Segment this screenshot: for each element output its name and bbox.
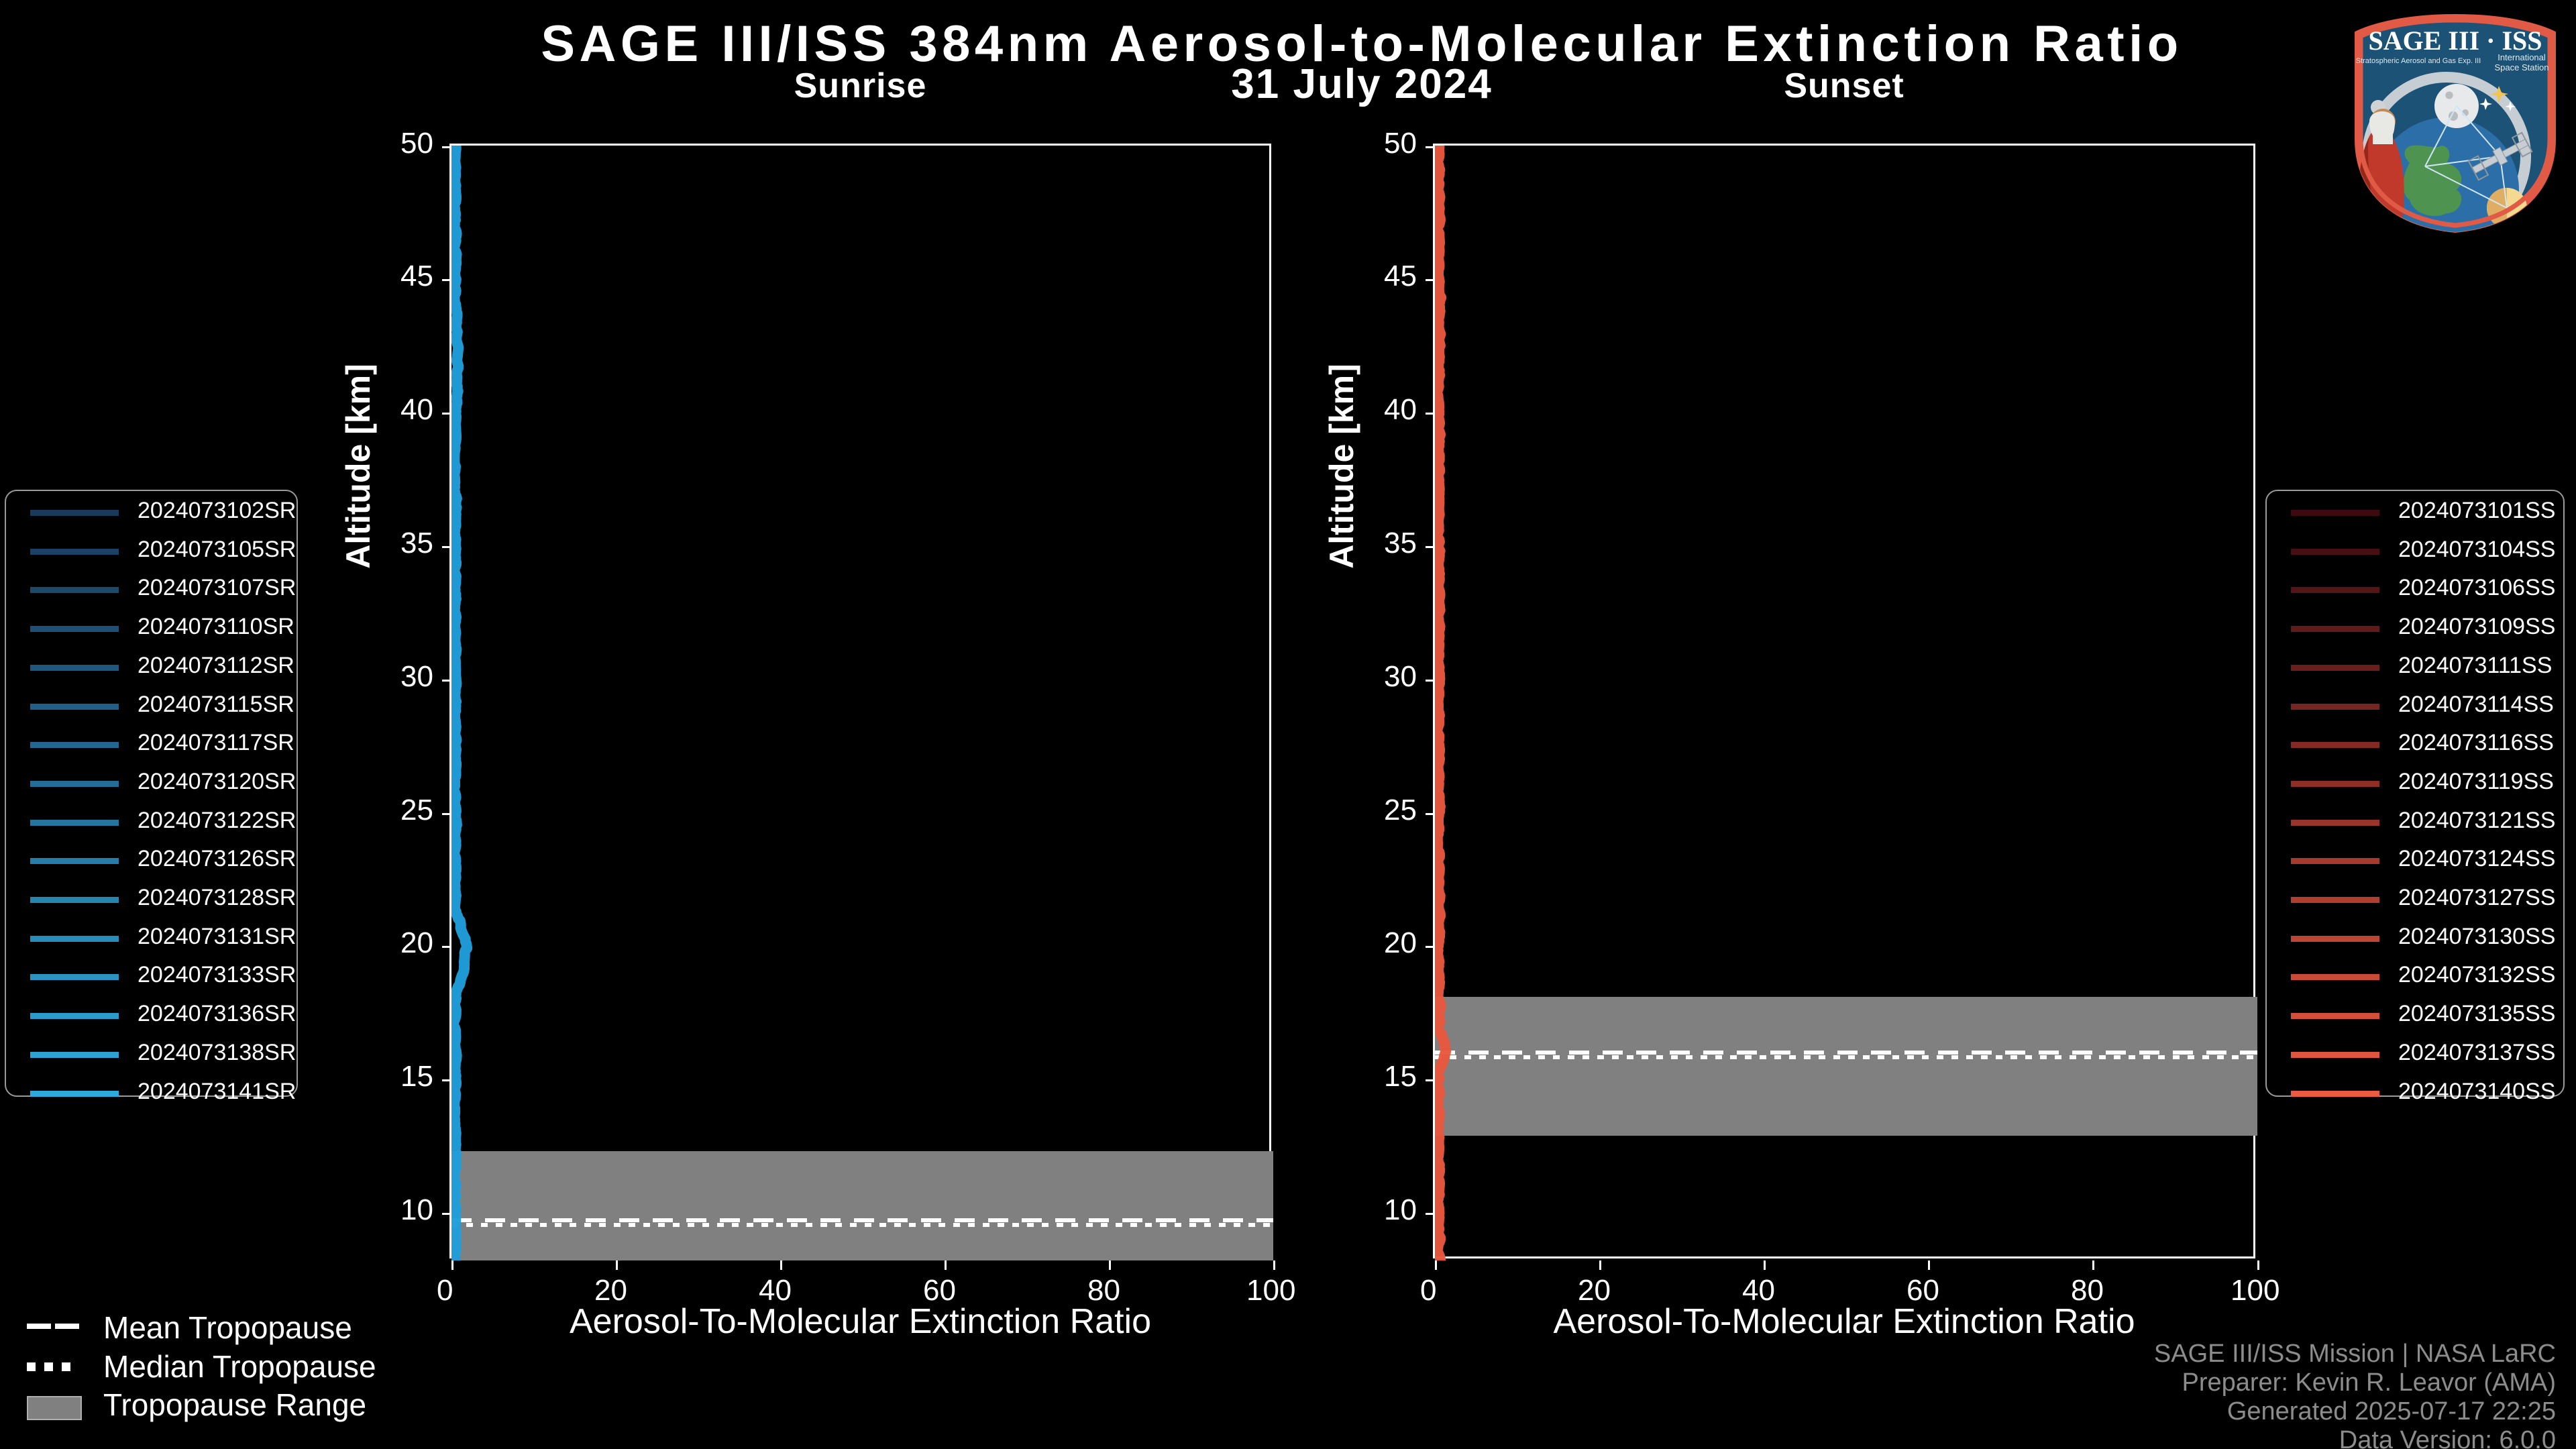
svg-text:SAGE III · ISS: SAGE III · ISS	[2368, 25, 2542, 56]
svg-text:Stratospheric Aerosol and Gas: Stratospheric Aerosol and Gas Exp. III	[2356, 57, 2481, 65]
svg-text:Space Station: Space Station	[2495, 62, 2549, 72]
svg-text:International: International	[2498, 52, 2546, 62]
